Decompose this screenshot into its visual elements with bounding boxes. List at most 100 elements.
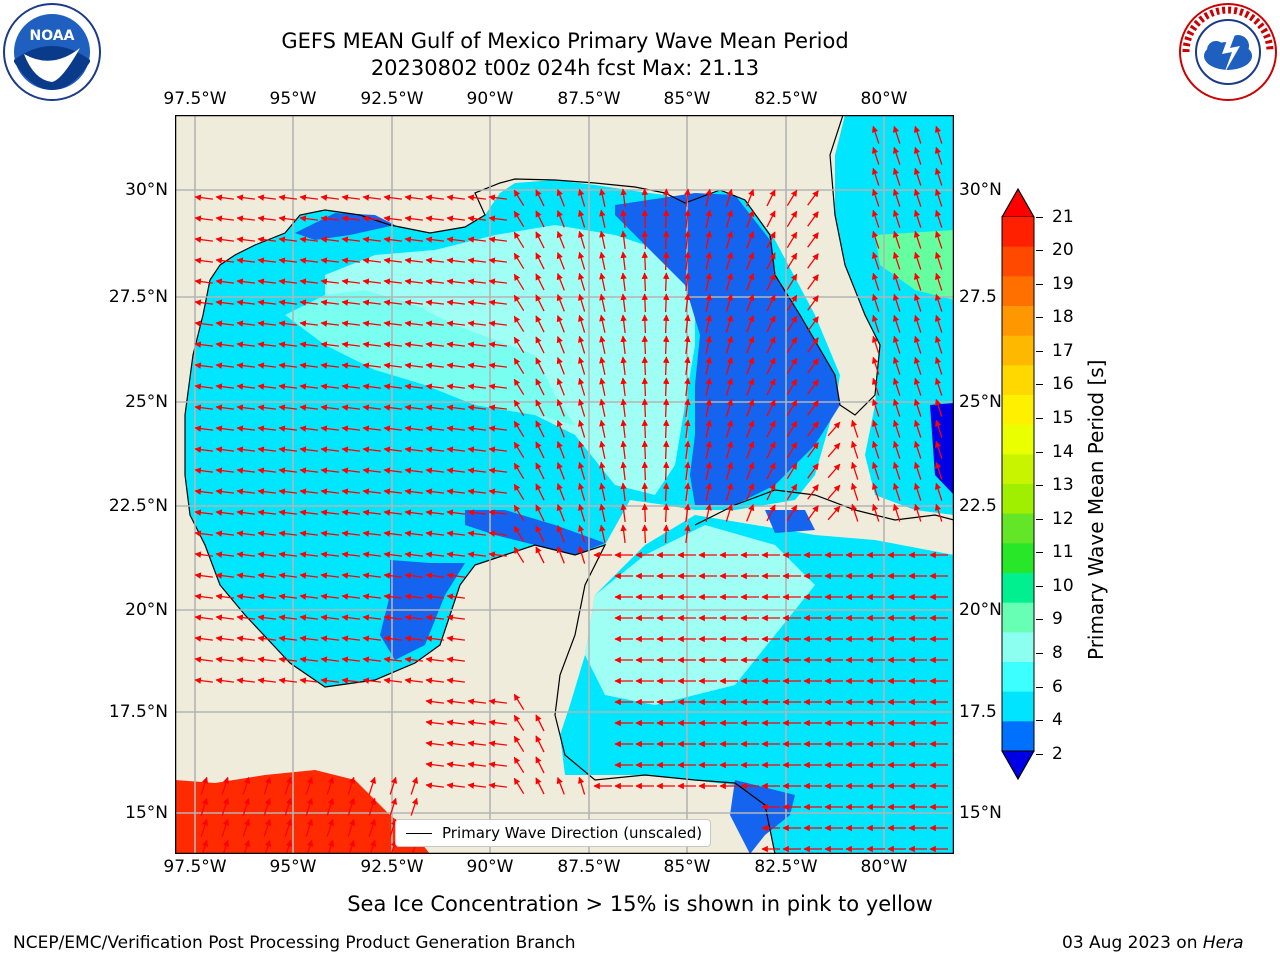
lon-tick-top: 90°W [466,89,514,109]
wave-arrow [194,299,213,306]
wave-arrow [242,776,251,795]
wave-arrow [257,467,276,474]
wave-arrow [404,677,423,684]
wave-arrow [725,230,734,249]
wave-arrow [641,398,649,418]
wave-arrow [389,818,398,837]
wave-arrow [383,383,402,390]
wave-arrow [684,461,691,480]
wave-arrow [236,635,255,642]
wave-arrow [641,482,649,502]
wave-arrow [871,230,880,249]
wave-arrow [934,503,943,522]
wave-arrow [725,293,734,312]
wave-arrow [807,400,819,416]
wave-arrow [913,419,922,438]
wave-arrow [513,273,525,291]
wave-arrow [383,677,402,684]
wave-arrow [236,530,255,537]
wave-arrow [243,839,251,854]
wave-arrow [535,273,545,291]
wave-arrow [278,299,297,306]
wave-arrow [341,593,360,600]
lon-tick-bottom: 97.5°W [163,857,227,877]
wave-arrow [577,251,586,270]
wave-arrow [684,503,691,522]
wave-arrow [513,210,525,228]
wave-arrow [641,440,649,460]
wave-arrow [725,503,734,522]
wave-arrow [535,504,545,522]
wave-arrow [362,362,381,369]
wave-arrow [766,189,776,207]
wave-arrow [348,839,356,854]
wave-arrow [257,635,276,642]
colorbar-tick: 11 [1052,542,1074,562]
wave-arrow [341,572,360,579]
wave-arrow [299,551,318,558]
map-frame [175,115,954,854]
wave-arrow [786,357,798,375]
wave-arrow [725,377,734,396]
wave-arrow [341,467,360,474]
lon-tick-top: 82.5°W [754,89,818,109]
wave-arrow [662,356,670,376]
wave-arrow [599,461,606,480]
wave-arrow [362,677,381,684]
wave-arrow [934,335,943,354]
wave-arrow [705,335,712,354]
lat-tick-left: 20°N [125,600,168,620]
wave-arrow [641,272,649,292]
wave-arrow [577,209,586,228]
wave-arrow [807,379,819,395]
wave-arrow [535,735,545,753]
wave-arrow [320,425,339,432]
wave-arrow [786,315,798,333]
wave-arrow [535,252,545,270]
wave-arrow [446,257,465,264]
wave-arrow [404,362,423,369]
wave-arrow [892,188,901,207]
wave-arrow [892,482,901,501]
wave-arrow [341,530,360,537]
wave-arrow [662,272,670,292]
wave-arrow [215,509,234,516]
wave-arrow [236,509,255,516]
wave-arrow [786,441,798,459]
wave-arrow [194,404,213,411]
wave-arrow [786,378,798,396]
wave-arrow [641,188,649,208]
wave-arrow [425,740,444,747]
wave-arrow [766,420,776,438]
wave-arrow [746,293,755,312]
wave-arrow [383,551,402,558]
wave-arrow [362,236,381,243]
wave-arrow [577,419,586,438]
wave-arrow [236,299,255,306]
wave-arrow [934,419,943,438]
wave-arrow [620,419,627,438]
wave-arrow [725,398,734,417]
lat-tick-right: 25°N [959,392,1002,412]
wave-arrow [347,797,356,816]
colorbar-band [1002,513,1034,544]
map-subtitle: 20230802 t00z 024h fcst Max: 21.13 [370,56,760,80]
wave-arrow [362,488,381,495]
wave-arrow [278,635,297,642]
colorbar-tick: 16 [1052,374,1074,394]
colorbar-tick-mark [1036,552,1043,553]
wave-arrow [786,294,798,312]
footer-host: Hera [1202,933,1244,953]
wave-arrow [488,215,507,222]
wave-arrow [871,314,880,333]
wave-arrow [410,776,419,795]
wave-arrow [215,215,234,222]
wave-arrow [871,377,880,396]
wave-arrow [535,462,545,480]
wave-arrow [488,425,507,432]
wave-arrow [746,398,755,417]
wave-arrow [194,257,213,264]
wave-arrow [620,440,627,459]
wave-arrow [305,776,314,795]
wave-arrow [892,146,901,165]
